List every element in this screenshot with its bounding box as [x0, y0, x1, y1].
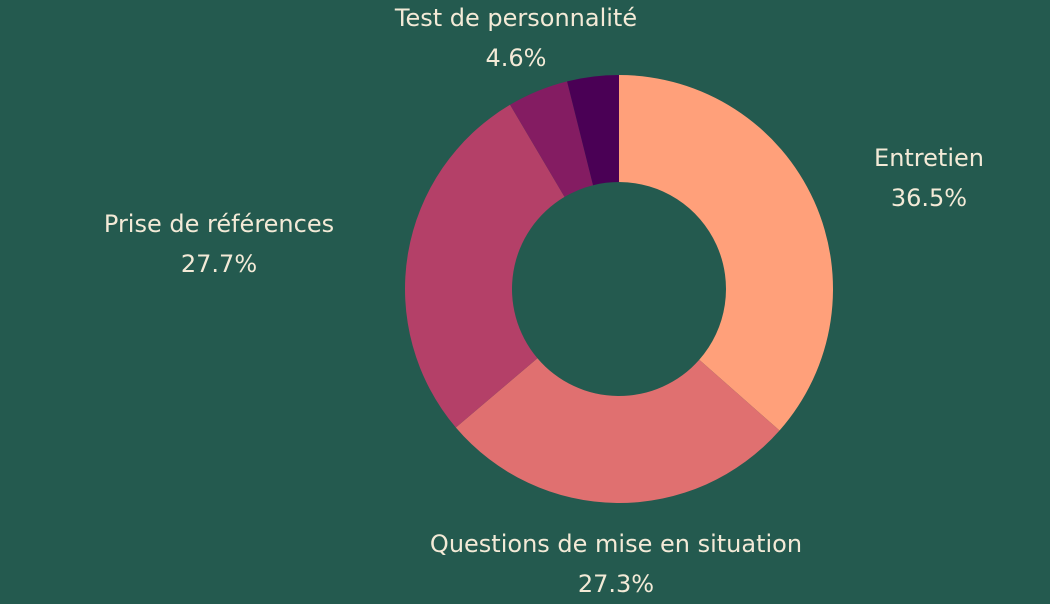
label-references-name: Prise de références — [103, 210, 335, 238]
donut-slice-1 — [455, 358, 780, 503]
label-entretien-value: 36.5% — [890, 184, 968, 212]
label-questions: Questions de mise en situation 27.3% — [430, 524, 802, 604]
donut-slice-2 — [405, 104, 565, 428]
label-entretien-name: Entretien — [874, 144, 984, 172]
label-questions-value: 27.3% — [577, 570, 655, 598]
label-references: Prise de références 27.7% — [104, 204, 334, 284]
label-references-value: 27.7% — [180, 250, 258, 278]
label-personnalite-value: 4.6% — [485, 44, 547, 72]
donut-slice-3 — [510, 81, 594, 197]
donut-slice-4 — [567, 75, 619, 186]
label-personnalite-name: Test de personnalité — [394, 4, 638, 32]
label-questions-name: Questions de mise en situation — [429, 530, 803, 558]
label-personnalite: Test de personnalité 4.6% — [395, 0, 637, 78]
donut-slice-0 — [619, 75, 833, 431]
label-entretien: Entretien 36.5% — [874, 138, 984, 218]
